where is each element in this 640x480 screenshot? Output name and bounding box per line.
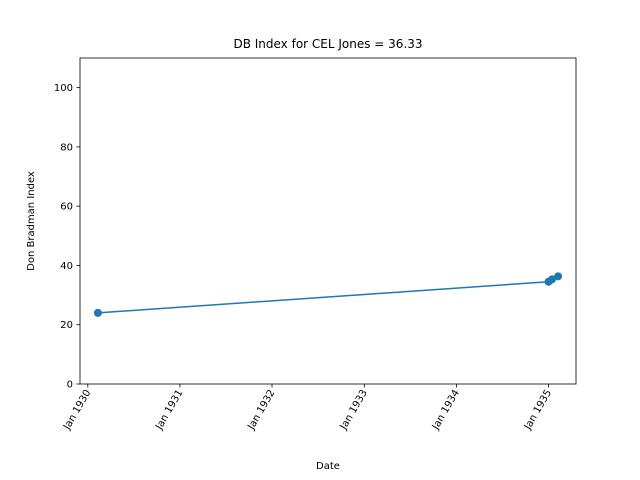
- data-point: [554, 272, 563, 281]
- x-axis-label: Date: [316, 461, 340, 472]
- y-tick-label: 40: [60, 261, 73, 272]
- y-tick-label: 20: [60, 320, 73, 331]
- y-tick-label: 60: [60, 202, 73, 213]
- y-tick-label: 80: [60, 142, 73, 153]
- y-axis-label: Don Bradman Index: [26, 171, 37, 271]
- data-point: [548, 275, 557, 284]
- data-point: [93, 308, 102, 317]
- chart-title: DB Index for CEL Jones = 36.33: [233, 37, 422, 51]
- y-tick-label: 0: [67, 380, 73, 391]
- y-tick-label: 100: [54, 83, 73, 94]
- axes-frame: [79, 57, 577, 385]
